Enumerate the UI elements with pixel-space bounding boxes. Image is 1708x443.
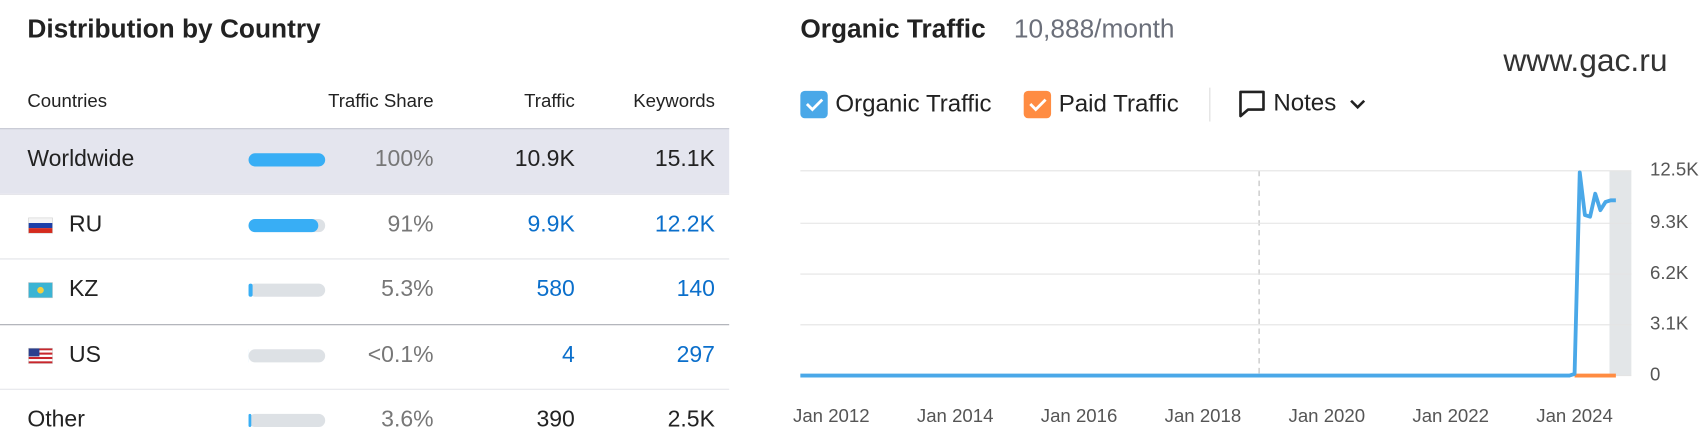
table-title: Distribution by Country [27, 14, 321, 44]
traffic-value[interactable]: 580 [536, 275, 574, 301]
column-header: Traffic [524, 90, 575, 111]
keywords-value: 15.1K [655, 145, 716, 171]
flag-stripe [28, 223, 52, 228]
country-name: Worldwide [27, 145, 134, 171]
x-tick-label: Jan 2012 [793, 405, 870, 426]
share-bar [249, 414, 252, 427]
flag-stripe [28, 228, 52, 233]
country-name: KZ [69, 275, 98, 301]
traffic-value[interactable]: 9.9K [528, 211, 576, 237]
country-name: RU [69, 211, 102, 237]
keywords-value[interactable]: 140 [677, 275, 715, 301]
share-label: 100% [375, 145, 434, 171]
traffic-value: 10.9K [515, 145, 576, 171]
share-bar [249, 219, 319, 232]
share-label: 5.3% [381, 275, 433, 301]
share-bar [249, 284, 253, 297]
y-tick-label: 9.3K [1650, 211, 1689, 232]
y-tick-label: 12.5K [1650, 159, 1699, 180]
chart-title: Organic Traffic [800, 14, 985, 44]
x-tick-label: Jan 2014 [917, 405, 994, 426]
y-tick-label: 0 [1650, 363, 1660, 384]
share-bar [249, 153, 326, 166]
column-header: Keywords [633, 90, 715, 111]
country-name: US [69, 341, 101, 367]
legend-label: Paid Traffic [1059, 90, 1179, 117]
keywords-value: 2.5K [668, 406, 716, 432]
legend-checkbox[interactable] [1024, 91, 1051, 118]
flag-sun [37, 287, 44, 294]
share-label: <0.1% [368, 341, 434, 367]
traffic-value: 390 [536, 406, 574, 432]
share-label: 91% [388, 211, 434, 237]
legend-label: Organic Traffic [835, 90, 991, 117]
share-track [249, 349, 326, 362]
flag-stripe [28, 357, 52, 359]
keywords-value[interactable]: 297 [677, 341, 715, 367]
x-tick-label: Jan 2024 [1536, 405, 1613, 426]
notes-chevron [1351, 101, 1364, 108]
x-tick-label: Jan 2022 [1412, 405, 1489, 426]
traffic-value[interactable]: 4 [562, 341, 575, 367]
share-label: 3.6% [381, 406, 433, 432]
notes-label[interactable]: Notes [1273, 89, 1336, 116]
flag-canton [28, 348, 39, 356]
watermark: www.gac.ru [1502, 42, 1667, 78]
flag-stripe [28, 359, 52, 361]
share-track [249, 414, 326, 427]
legend-item[interactable]: Paid Traffic [1024, 90, 1179, 118]
chart-subtitle: 10,888/month [1014, 14, 1175, 44]
notes-icon [1240, 92, 1263, 116]
keywords-value[interactable]: 12.2K [655, 211, 716, 237]
flag-stripe [28, 218, 52, 223]
y-tick-label: 6.2K [1650, 262, 1689, 283]
x-tick-label: Jan 2020 [1289, 405, 1366, 426]
column-header: Traffic Share [328, 90, 434, 111]
x-tick-label: Jan 2018 [1165, 405, 1242, 426]
share-track [249, 284, 326, 297]
y-tick-label: 3.1K [1650, 313, 1689, 334]
x-tick-label: Jan 2016 [1041, 405, 1118, 426]
legend-checkbox[interactable] [800, 91, 827, 118]
legend-item[interactable]: Organic Traffic [800, 90, 991, 118]
column-header: Countries [27, 90, 107, 111]
country-name: Other [27, 406, 85, 432]
flag-stripe [28, 361, 52, 363]
notes-button[interactable]: Notes [1240, 89, 1364, 116]
